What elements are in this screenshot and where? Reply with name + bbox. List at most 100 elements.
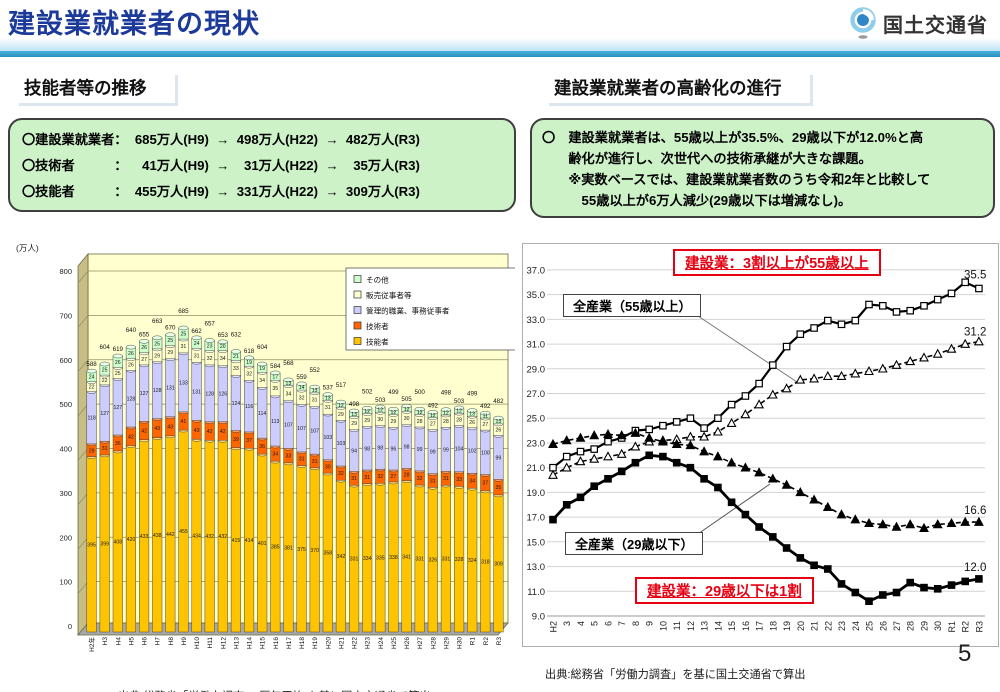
svg-text:17: 17 [755, 621, 765, 631]
svg-text:300: 300 [59, 489, 72, 498]
svg-text:27: 27 [141, 357, 147, 363]
svg-text:33: 33 [456, 477, 462, 483]
svg-text:124: 124 [232, 401, 241, 407]
workers-bar-chart-svg: 0 100 200 300 400 500 600 700 800 (万人) 395 29 118 22 2… [16, 243, 517, 652]
svg-text:4: 4 [576, 621, 586, 626]
svg-text:12: 12 [338, 403, 344, 409]
svg-text:29: 29 [351, 421, 357, 427]
svg-text:13: 13 [351, 412, 357, 418]
svg-text:399: 399 [100, 542, 109, 548]
svg-text:31: 31 [312, 459, 318, 465]
mlit-logo-text: 国土交通省 [883, 14, 988, 37]
svg-text:442: 442 [166, 532, 175, 538]
header-accent-line [0, 51, 1000, 57]
svg-text:H12: H12 [220, 637, 227, 649]
svg-text:8: 8 [631, 621, 641, 626]
svg-text:12: 12 [456, 409, 462, 415]
svg-text:28: 28 [417, 419, 423, 425]
svg-text:H23: H23 [365, 637, 372, 649]
svg-text:381: 381 [284, 546, 293, 552]
svg-text:657: 657 [205, 321, 216, 328]
svg-text:28: 28 [456, 417, 462, 423]
svg-text:492: 492 [428, 402, 439, 409]
svg-text:640: 640 [126, 327, 137, 334]
svg-text:100: 100 [59, 578, 72, 587]
svg-text:604: 604 [100, 344, 111, 351]
svg-text:107: 107 [310, 428, 319, 434]
svg-text:19: 19 [246, 360, 252, 366]
svg-text:H29: H29 [443, 637, 450, 649]
svg-text:432: 432 [205, 534, 214, 540]
svg-text:7: 7 [617, 621, 627, 626]
svg-text:35: 35 [496, 485, 502, 491]
svg-text:318: 318 [481, 559, 490, 565]
summary-box-aging: 〇 建設業就業者は、55歳以上が35.5%、29歳以下が12.0%と高 齢化が進… [530, 118, 995, 218]
svg-text:26: 26 [878, 621, 888, 631]
svg-text:670: 670 [165, 325, 176, 332]
svg-text:29: 29 [167, 350, 173, 356]
svg-text:338: 338 [389, 555, 398, 561]
svg-text:29: 29 [338, 412, 344, 418]
svg-text:13: 13 [700, 621, 710, 631]
svg-text:432: 432 [218, 534, 227, 540]
svg-text:331: 331 [350, 557, 359, 563]
svg-text:H11: H11 [207, 637, 214, 649]
svg-text:700: 700 [59, 311, 72, 320]
svg-text:11: 11 [672, 621, 682, 630]
svg-text:324: 324 [468, 558, 477, 564]
svg-text:41: 41 [181, 419, 187, 425]
svg-text:H25: H25 [391, 637, 398, 649]
svg-text:H10: H10 [194, 637, 201, 649]
svg-text:31: 31 [194, 353, 200, 359]
banner-29under: 建設業：29歳以下は1割 [635, 577, 814, 604]
svg-text:17: 17 [272, 375, 278, 381]
svg-text:31: 31 [351, 476, 357, 482]
aging-line-chart-svg: 9.0 11.0 13.0 15.0 17.0 19.0 21.0 23.0 25.0 27.0 2… [527, 265, 987, 633]
summary-row-engineers: 〇技術者 ： 41万人(H9) → 31万人(H22) → 35万人(R3) [22, 158, 420, 173]
mlit-logo: 国土交通省 [848, 6, 988, 40]
svg-text:34: 34 [259, 378, 265, 384]
svg-text:5: 5 [590, 621, 600, 626]
summary-row-total: 〇建設業就業者： 685万人(H9) → 498万人(H22) → 482万人(… [22, 132, 420, 147]
svg-text:H2年: H2年 [87, 637, 96, 652]
svg-text:358: 358 [323, 551, 332, 557]
svg-text:H28: H28 [430, 637, 437, 649]
svg-text:0: 0 [68, 622, 72, 631]
svg-text:328: 328 [455, 557, 464, 563]
svg-text:128: 128 [205, 391, 214, 397]
callout-all-industry-29under: 全産業（29歳以下） [565, 532, 704, 555]
svg-text:25: 25 [181, 332, 187, 338]
svg-text:30: 30 [325, 465, 331, 471]
svg-text:(万人): (万人) [16, 243, 39, 253]
svg-text:200: 200 [59, 533, 72, 542]
svg-text:499: 499 [467, 391, 478, 398]
svg-text:29: 29 [920, 621, 930, 631]
svg-text:32: 32 [338, 471, 344, 477]
svg-text:H21: H21 [338, 637, 345, 649]
svg-text:23: 23 [207, 344, 213, 350]
svg-text:662: 662 [191, 328, 202, 335]
svg-text:その他: その他 [366, 275, 389, 285]
svg-text:30: 30 [377, 417, 383, 423]
svg-text:R1: R1 [947, 621, 957, 633]
svg-text:35: 35 [272, 386, 278, 392]
svg-text:22: 22 [89, 385, 95, 391]
svg-text:131: 131 [192, 389, 201, 395]
svg-text:655: 655 [139, 331, 150, 338]
svg-text:37.0: 37.0 [527, 265, 546, 276]
svg-text:385: 385 [271, 545, 280, 551]
svg-text:42: 42 [220, 429, 226, 435]
svg-text:33.0: 33.0 [527, 315, 546, 326]
svg-text:128: 128 [127, 397, 136, 403]
svg-text:653: 653 [218, 332, 229, 339]
svg-text:30: 30 [933, 621, 943, 631]
svg-text:3: 3 [562, 621, 572, 626]
svg-text:26: 26 [469, 420, 475, 426]
svg-text:技術者: 技術者 [366, 321, 389, 331]
svg-text:32: 32 [207, 356, 213, 362]
svg-text:H20: H20 [325, 637, 332, 649]
svg-text:25: 25 [102, 368, 108, 374]
svg-text:H30: H30 [457, 637, 464, 649]
svg-text:43: 43 [194, 428, 200, 434]
svg-text:9.0: 9.0 [532, 612, 545, 623]
